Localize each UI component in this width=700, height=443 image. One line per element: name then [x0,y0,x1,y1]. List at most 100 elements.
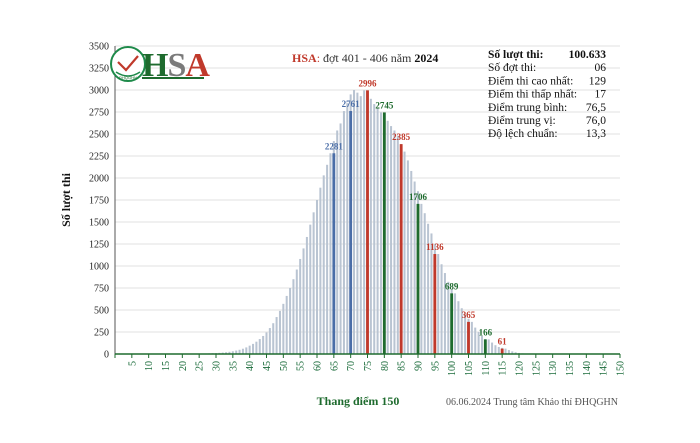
bar [427,223,430,354]
x-tick-label: 65 [329,361,340,371]
y-axis-title: Số lượt thi [59,172,73,227]
bar [353,90,356,354]
chart-title: HSA: đợt 401 - 406 năm 2024 [292,51,438,65]
bar [356,92,359,354]
x-tick-label: 35 [228,361,239,371]
highlight-bar [349,111,353,354]
bar [346,103,349,354]
bar [289,288,292,354]
x-tick-label: 90 [414,361,425,371]
bar [315,200,319,354]
bar [309,224,312,354]
bar [443,273,446,354]
bar [268,328,271,354]
stat-label: Điểm trung bình: [488,101,567,114]
bar [393,130,396,354]
x-tick-label: 115 [498,361,509,376]
bar [326,164,329,354]
y-tick-label: 3500 [89,42,109,53]
bar [241,348,244,354]
data-label: 1136 [426,242,444,252]
bar [487,339,490,354]
bar [494,345,497,354]
bar [379,112,382,354]
x-tick-label: 105 [464,361,475,376]
y-tick-labels: 0 250 500 750 1000 1250 1500 1750 2000 2250 2500 27… [89,42,109,361]
highlight-bars [332,90,504,355]
x-tick-label: 45 [262,361,273,371]
y-tick-label: 0 [104,350,109,361]
bar [457,301,460,354]
bar [278,310,281,354]
bar [430,233,433,354]
bar [491,342,494,354]
x-tick-labels: 5 10 15 20 25 30 35 40 45 50 55 60 65 70 75 80 85 90 95 100… [127,361,626,376]
data-label: 2745 [375,100,394,110]
bar [225,352,228,354]
footer-credit: 06.06.2024 Trung tâm Khảo thí ĐHQGHN [446,397,618,408]
bar [423,213,426,354]
bar [285,295,288,354]
bar [238,349,241,354]
y-tick-label: 3250 [89,64,109,75]
x-axis-title: Thang điểm 150 [317,394,400,408]
bar [437,254,440,354]
logo-underline [142,77,204,79]
bar [480,335,483,354]
x-tick-label: 20 [178,361,189,371]
bar [252,343,255,354]
x-tick-label: 5 [127,361,138,366]
highlight-bar [399,144,403,354]
bar [258,339,261,354]
x-tick-label: 85 [397,361,408,371]
highlight-bar [366,90,369,355]
y-tick-label: 2750 [89,108,109,119]
bar [302,248,305,354]
bar [282,303,285,354]
bar [369,98,372,354]
bar [464,314,467,354]
bar [295,269,298,354]
stat-value: 76,0 [586,115,606,127]
y-tick-label: 2000 [89,174,109,185]
logo-arc-icon [115,71,141,77]
x-tick-label: 100 [447,361,458,376]
bar [420,203,423,354]
bar [272,323,275,354]
hsa-logo: ĐHQGHN HSA [110,46,211,84]
highlight-bar [500,348,504,354]
y-tick-label: 500 [94,306,109,317]
highlight-bar [382,112,386,354]
x-tick-label: 30 [212,361,223,371]
bar [336,130,339,354]
highlight-bar [467,321,470,354]
bar [322,175,325,354]
bar [376,108,379,354]
stat-value: 76,5 [586,102,606,114]
axes [114,46,621,358]
x-tick-label: 10 [144,361,155,371]
y-tick-label: 1750 [89,196,109,207]
bar [440,264,443,354]
data-label: 2281 [325,141,344,151]
bar [504,348,507,354]
stat-label: Số đợt thi: [488,61,536,74]
bar [363,90,366,355]
bar [413,181,416,354]
stat-label: Điểm thi thấp nhất: [488,88,577,101]
y-tick-label: 2250 [89,152,109,163]
bar [410,170,413,354]
bar [460,308,463,354]
bar [386,120,389,354]
bar [390,126,393,354]
bar [359,96,362,354]
x-tick-label: 55 [296,361,307,371]
stat-label: Điểm trung vị: [488,114,556,127]
x-tick-label: 60 [313,361,324,371]
bar [312,212,315,354]
stat-label: Độ lệch chuẩn: [488,127,558,140]
x-tick-label: 70 [346,361,357,371]
stat-value: 100.633 [569,49,607,61]
